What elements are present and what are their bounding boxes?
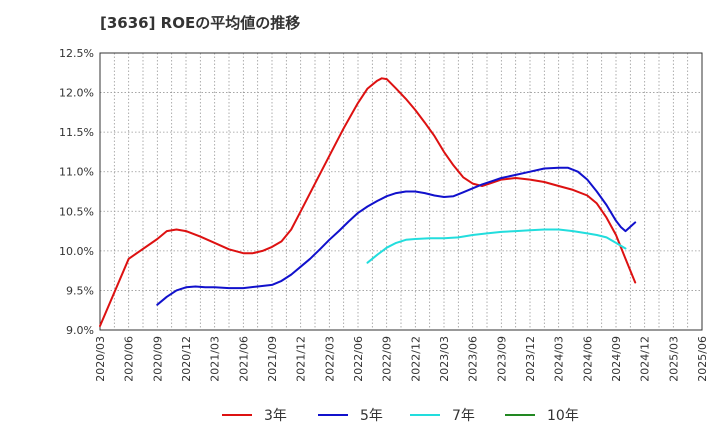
x-tick-label: 2022/03: [323, 336, 336, 382]
x-tick-label: 2021/12: [295, 336, 308, 382]
x-tick-label: 2021/09: [266, 336, 279, 382]
plot-area-border: [99, 52, 703, 331]
chart-title: [3636] ROEの平均値の推移: [100, 14, 301, 32]
series-line-3年: [99, 77, 637, 327]
y-tick-label: 11.5%: [59, 126, 94, 139]
y-axis-ticks: 9.0% 9.5% 10.0% 10.5% 11.0% 11.5% 12.0% 12.5%: [59, 47, 94, 337]
y-tick-label: 12.0%: [59, 87, 94, 100]
x-tick-label: 2024/12: [639, 336, 652, 382]
x-tick-label: 2023/09: [495, 336, 508, 382]
x-tick-label: 2022/09: [381, 336, 394, 382]
legend-label: 5年: [360, 408, 383, 424]
y-tick-label: 9.5%: [66, 284, 94, 297]
legend-label: 3年: [264, 408, 287, 424]
x-tick-label: 2025/06: [696, 336, 709, 382]
x-tick-label: 2021/06: [237, 336, 250, 382]
series-line-7年: [366, 228, 627, 264]
series-line-5年: [156, 166, 637, 306]
x-tick-label: 2020/12: [180, 336, 193, 382]
series-lines: [99, 77, 637, 327]
x-tick-label: 2023/03: [438, 336, 451, 382]
x-tick-label: 2023/06: [467, 336, 480, 382]
x-tick-label: 2024/03: [553, 336, 566, 382]
x-tick-label: 2024/09: [610, 336, 623, 382]
x-tick-label: 2020/03: [94, 336, 107, 382]
y-tick-label: 12.5%: [59, 47, 94, 60]
x-tick-label: 2021/03: [209, 336, 222, 382]
y-tick-label: 9.0%: [66, 324, 94, 337]
legend: 3年 5年 7年 10年: [222, 408, 579, 424]
x-tick-label: 2023/12: [524, 336, 537, 382]
y-tick-label: 11.0%: [59, 166, 94, 179]
x-tick-label: 2022/12: [409, 336, 422, 382]
plot-border: [99, 52, 703, 331]
x-axis-ticks: 2020/03 2020/06 2020/09 2020/12 2021/03 2021/…: [94, 336, 709, 382]
x-tick-label: 2024/06: [581, 336, 594, 382]
x-tick-label: 2020/09: [151, 336, 164, 382]
x-tick-label: 2025/03: [667, 336, 680, 382]
x-tick-label: 2020/06: [123, 336, 136, 382]
x-tick-label: 2022/06: [352, 336, 365, 382]
y-tick-label: 10.0%: [59, 245, 94, 258]
legend-label: 10年: [547, 408, 579, 424]
y-tick-label: 10.5%: [59, 205, 94, 218]
legend-label: 7年: [452, 408, 475, 424]
